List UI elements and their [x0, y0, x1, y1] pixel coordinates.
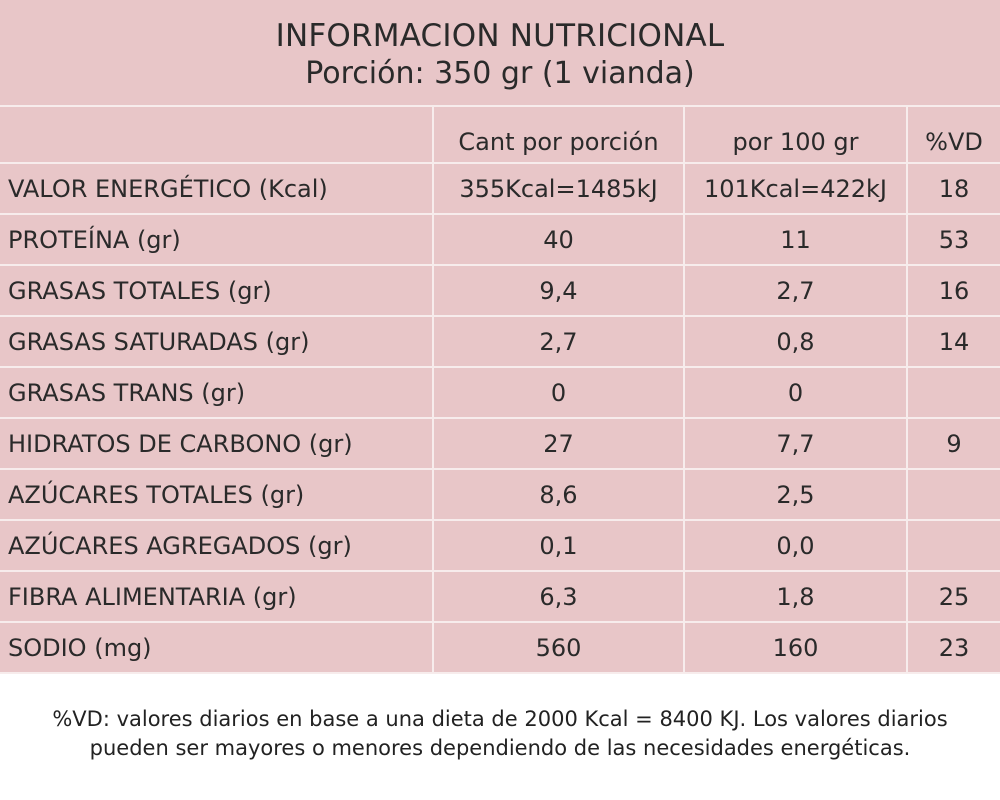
nutrient-name: GRASAS SATURADAS (gr)	[0, 315, 434, 368]
value-per-portion: 0,1	[432, 519, 685, 572]
table-row: VALOR ENERGÉTICO (Kcal) 355Kcal=1485kJ 101…	[0, 162, 1000, 215]
nutrition-table: Cant por porción por 100 gr %VD VALOR EN…	[0, 107, 1000, 674]
value-per-portion: 27	[432, 417, 685, 470]
value-vd	[906, 468, 1000, 521]
nutrient-name: AZÚCARES TOTALES (gr)	[0, 468, 434, 521]
column-header-per-portion: Cant por porción	[432, 107, 685, 164]
value-per-portion: 8,6	[432, 468, 685, 521]
value-vd	[906, 366, 1000, 419]
value-per-100g: 2,5	[683, 468, 908, 521]
value-per-100g: 0,0	[683, 519, 908, 572]
column-header-row: Cant por porción por 100 gr %VD	[0, 107, 1000, 164]
value-per-100g: 11	[683, 213, 908, 266]
value-per-100g: 0,8	[683, 315, 908, 368]
table-row: PROTEÍNA (gr) 40 11 53	[0, 213, 1000, 266]
value-vd: 18	[906, 162, 1000, 215]
value-vd: 53	[906, 213, 1000, 266]
nutrient-name: HIDRATOS DE CARBONO (gr)	[0, 417, 434, 470]
value-vd: 9	[906, 417, 1000, 470]
nutrient-name: GRASAS TRANS (gr)	[0, 366, 434, 419]
value-per-100g: 101Kcal=422kJ	[683, 162, 908, 215]
table-row: FIBRA ALIMENTARIA (gr) 6,3 1,8 25	[0, 570, 1000, 623]
value-per-100g: 0	[683, 366, 908, 419]
footnote-line-1: %VD: valores diarios en base a una dieta…	[52, 707, 948, 731]
nutrient-name: PROTEÍNA (gr)	[0, 213, 434, 266]
footnote-line-2: pueden ser mayores o menores dependiendo…	[89, 736, 911, 760]
table-row: AZÚCARES TOTALES (gr) 8,6 2,5	[0, 468, 1000, 521]
value-vd: 25	[906, 570, 1000, 623]
portion-size: Porción: 350 gr (1 vianda)	[305, 56, 695, 91]
value-per-portion: 9,4	[432, 264, 685, 317]
table-row: GRASAS TOTALES (gr) 9,4 2,7 16	[0, 264, 1000, 317]
value-per-100g: 7,7	[683, 417, 908, 470]
column-header-vd: %VD	[906, 107, 1000, 164]
nutrient-name: VALOR ENERGÉTICO (Kcal)	[0, 162, 434, 215]
value-per-portion: 40	[432, 213, 685, 266]
label-title: INFORMACION NUTRICIONAL	[275, 18, 725, 54]
value-per-portion: 560	[432, 621, 685, 674]
table-row: HIDRATOS DE CARBONO (gr) 27 7,7 9	[0, 417, 1000, 470]
nutrient-name: FIBRA ALIMENTARIA (gr)	[0, 570, 434, 623]
column-header-nutrient	[0, 107, 434, 164]
table-row: GRASAS TRANS (gr) 0 0	[0, 366, 1000, 419]
nutrition-label: INFORMACION NUTRICIONAL Porción: 350 gr …	[0, 0, 1000, 674]
value-per-portion: 6,3	[432, 570, 685, 623]
table-row: SODIO (mg) 560 160 23	[0, 621, 1000, 674]
nutrient-name: SODIO (mg)	[0, 621, 434, 674]
value-vd: 14	[906, 315, 1000, 368]
nutrient-name: GRASAS TOTALES (gr)	[0, 264, 434, 317]
column-header-per-100g: por 100 gr	[683, 107, 908, 164]
table-row: AZÚCARES AGREGADOS (gr) 0,1 0,0	[0, 519, 1000, 572]
footnote: %VD: valores diarios en base a una dieta…	[0, 705, 1000, 763]
value-vd: 16	[906, 264, 1000, 317]
value-per-100g: 1,8	[683, 570, 908, 623]
value-per-100g: 2,7	[683, 264, 908, 317]
table-row: GRASAS SATURADAS (gr) 2,7 0,8 14	[0, 315, 1000, 368]
value-vd	[906, 519, 1000, 572]
value-per-portion: 0	[432, 366, 685, 419]
label-header: INFORMACION NUTRICIONAL Porción: 350 gr …	[0, 0, 1000, 107]
value-per-portion: 2,7	[432, 315, 685, 368]
value-vd: 23	[906, 621, 1000, 674]
value-per-portion: 355Kcal=1485kJ	[432, 162, 685, 215]
nutrient-name: AZÚCARES AGREGADOS (gr)	[0, 519, 434, 572]
value-per-100g: 160	[683, 621, 908, 674]
